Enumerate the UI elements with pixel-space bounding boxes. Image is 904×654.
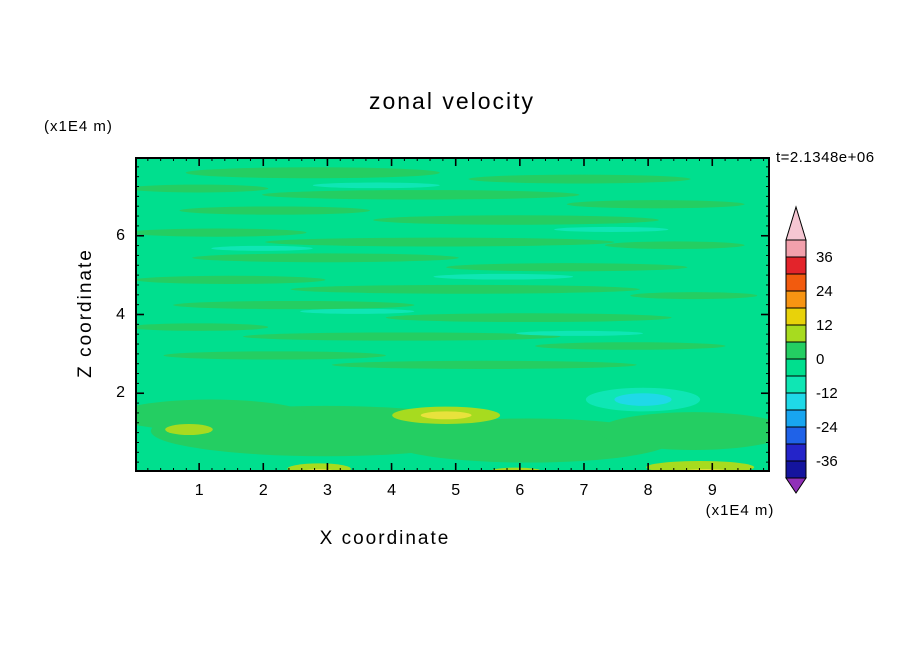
x-tick-label: 6 bbox=[515, 482, 525, 499]
colorbar-tick-label: 24 bbox=[816, 283, 833, 300]
colorbar-tick-label: 36 bbox=[816, 249, 833, 266]
x-tick-label: 4 bbox=[387, 482, 397, 499]
x-axis-unit-label: (x1E4 m) bbox=[705, 502, 775, 519]
y-tick-label: 2 bbox=[116, 384, 125, 402]
x-tick-label: 8 bbox=[643, 482, 653, 499]
x-tick-label: 3 bbox=[322, 482, 332, 499]
y-tick-label: 6 bbox=[116, 226, 125, 244]
y-axis-unit-label: (x1E4 m) bbox=[44, 118, 113, 135]
x-axis-label: X coordinate bbox=[319, 528, 451, 549]
chart-title: zonal velocity bbox=[368, 88, 536, 114]
x-tick-label: 5 bbox=[451, 482, 461, 499]
colorbar-tick-label: -36 bbox=[816, 453, 838, 470]
x-tick-label: 9 bbox=[707, 482, 717, 499]
contour-plot bbox=[135, 157, 770, 472]
colorbar-tick-label: 0 bbox=[816, 351, 824, 368]
contour-field bbox=[135, 157, 770, 472]
colorbar-tick-label: -12 bbox=[816, 385, 838, 402]
x-tick-label: 2 bbox=[258, 482, 268, 499]
colorbar: 36 24 12 0 -12 -24 -36 bbox=[780, 200, 904, 510]
timestamp-label: t=2.1348e+06 bbox=[776, 149, 875, 166]
y-axis-label: Z coordinate bbox=[75, 248, 96, 378]
y-tick-label: 4 bbox=[116, 305, 125, 323]
x-tick-label: 7 bbox=[579, 482, 589, 499]
colorbar-svg: 36 24 12 0 -12 -24 -36 bbox=[785, 205, 838, 494]
colorbar-tick-label: 12 bbox=[816, 317, 833, 334]
x-tick-label: 1 bbox=[194, 482, 204, 499]
colorbar-tick-label: -24 bbox=[816, 419, 838, 436]
